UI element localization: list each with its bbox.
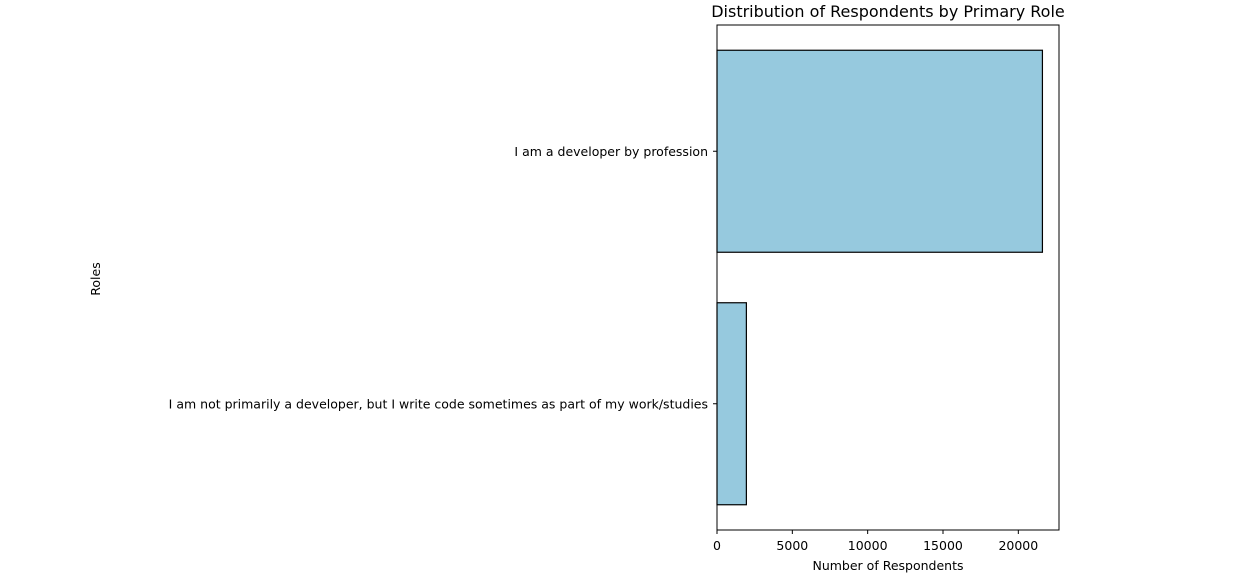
x-tick-label-1: 5000	[776, 538, 808, 553]
x-tick-label-2: 10000	[848, 538, 888, 553]
plot-frame	[716, 24, 1060, 531]
y-axis-label: Roles	[88, 262, 103, 295]
bars-layer	[716, 49, 1044, 506]
x-tick-label-3: 15000	[923, 538, 963, 553]
x-tick-label-4: 20000	[998, 538, 1038, 553]
x-axis-label: Number of Respondents	[812, 558, 963, 573]
chart-title: Distribution of Respondents by Primary R…	[711, 2, 1065, 21]
x-ticks-layer: 0 5000 10000 15000 20000	[713, 530, 1038, 553]
y-tick-label-1: I am not primarily a developer, but I wr…	[169, 396, 708, 411]
bar-0	[716, 49, 1044, 253]
y-tick-label-0: I am a developer by profession	[514, 144, 708, 159]
bar-1	[716, 302, 747, 506]
y-ticks-layer: I am a developer by profession I am not p…	[169, 144, 717, 411]
x-tick-label-0: 0	[713, 538, 721, 553]
